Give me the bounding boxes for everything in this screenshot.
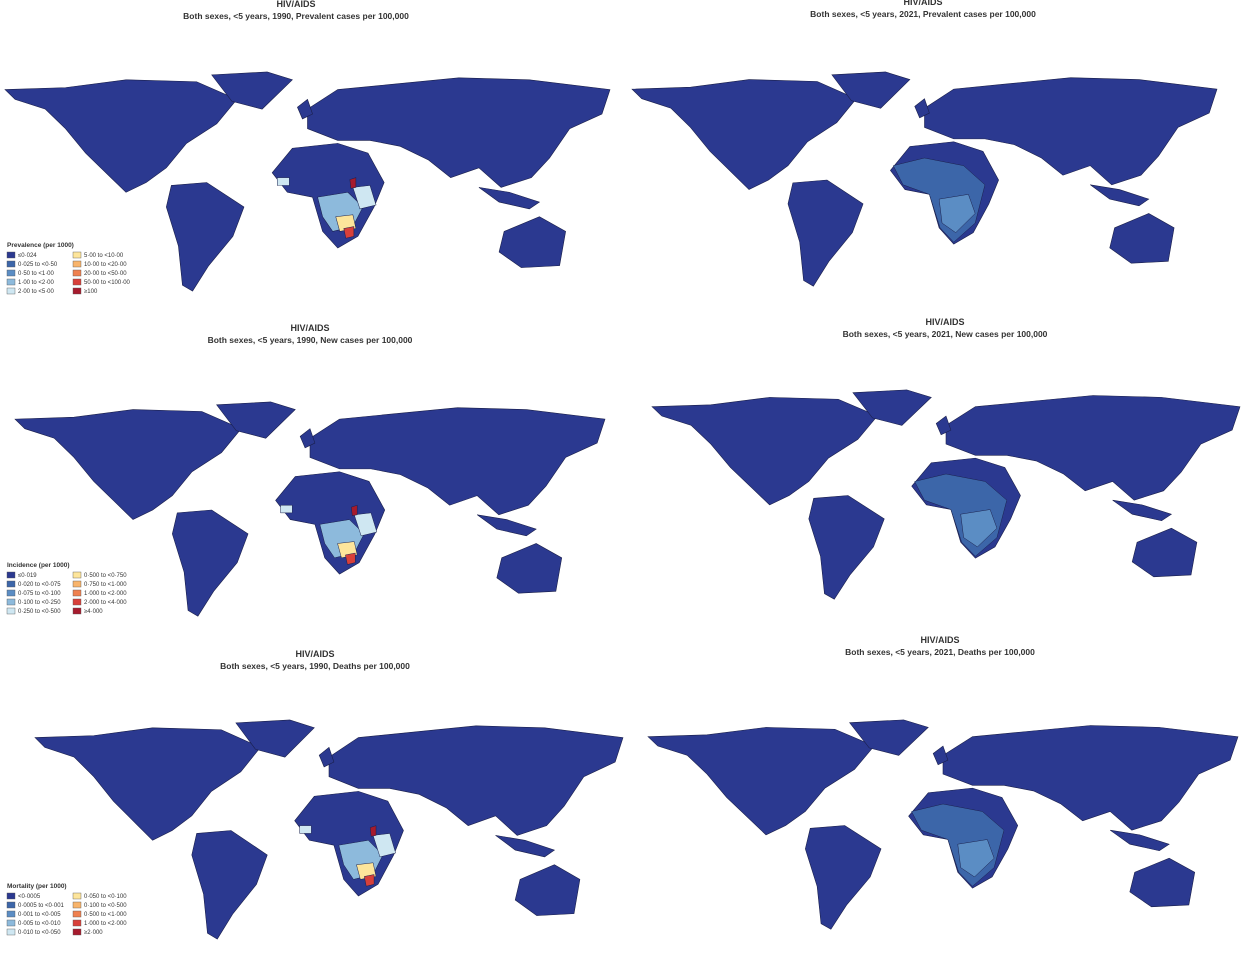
- legend-swatch: [6, 278, 16, 286]
- legend-swatch: [6, 910, 16, 918]
- legend-label: 0·100 to <0·500: [84, 903, 127, 909]
- panel-title: HIV/AIDS: [920, 635, 959, 645]
- legend-label: 5·00 to <10·00: [84, 253, 124, 259]
- legend-title: Prevalence (per 1000): [7, 242, 74, 249]
- panel-subtitle: Both sexes, <5 years, 2021, Deaths per 1…: [845, 647, 1035, 657]
- legend-swatch: [6, 251, 16, 259]
- legend-swatch: [72, 598, 82, 606]
- legend-swatch: [72, 607, 82, 615]
- legend-swatch: [72, 910, 82, 918]
- legend-label: 0·500 to <0·750: [84, 573, 127, 579]
- legend-label: ≤0·019: [18, 573, 37, 579]
- legend-label: 0·025 to <0·50: [18, 262, 58, 268]
- world-map: [647, 719, 1239, 930]
- legend-swatch: [6, 607, 16, 615]
- legend-swatch: [72, 901, 82, 909]
- legend-label: 50·00 to <100·00: [84, 280, 131, 286]
- legend-label: 2·000 to <4·000: [84, 600, 127, 606]
- legend-label: 20·00 to <50·00: [84, 271, 127, 277]
- legend-label: 0·010 to <0·050: [18, 930, 61, 936]
- legend-swatch: [72, 287, 82, 295]
- legend-swatch: [72, 251, 82, 259]
- legend-label: ≥4·000: [84, 609, 103, 615]
- legend-swatch: [6, 919, 16, 927]
- map-panel: HIV/AIDS Both sexes, <5 years, 1990, Prev…: [4, 0, 611, 295]
- legend-swatch: [6, 260, 16, 268]
- legend-swatch: [6, 571, 16, 579]
- legend-swatch: [6, 598, 16, 606]
- legend-swatch: [6, 589, 16, 597]
- legend-label: 0·50 to <1·00: [18, 271, 55, 277]
- legend-label: ≤0·024: [18, 253, 37, 259]
- legend-swatch: [6, 892, 16, 900]
- legend-label: ≥2·000: [84, 930, 103, 936]
- legend-label: 0·075 to <0·100: [18, 591, 61, 597]
- legend: Mortality (per 1000) <0·0005 0·0005 to <0·…: [6, 883, 127, 936]
- map-panel: HIV/AIDS Both sexes, <5 years, 1990, New …: [6, 323, 606, 617]
- legend-label: <0·0005: [18, 894, 41, 900]
- legend-label: 0·500 to <1·000: [84, 912, 127, 918]
- panel-subtitle: Both sexes, <5 years, 1990, Deaths per 1…: [220, 661, 410, 671]
- legend-label: 1·00 to <2·00: [18, 280, 55, 286]
- legend-label: 2·00 to <5·00: [18, 289, 55, 295]
- legend-label: 10·00 to <20·00: [84, 262, 127, 268]
- legend-label: 0·020 to <0·075: [18, 582, 61, 588]
- panel-title: HIV/AIDS: [925, 317, 964, 327]
- world-map: [631, 71, 1218, 287]
- legend-label: 0·050 to <0·100: [84, 894, 127, 900]
- legend-swatch: [6, 928, 16, 936]
- legend: Incidence (per 1000) ≤0·019 0·020 to <0·07…: [6, 562, 127, 615]
- legend-swatch: [72, 589, 82, 597]
- panel-title: HIV/AIDS: [903, 0, 942, 7]
- panel-title: HIV/AIDS: [295, 649, 334, 659]
- panel-subtitle: Both sexes, <5 years, 2021, Prevalent ca…: [810, 9, 1036, 19]
- map-panel: HIV/AIDS Both sexes, <5 years, 2021, New …: [651, 317, 1241, 600]
- legend-label: ≥100: [84, 289, 98, 295]
- legend: Prevalence (per 1000) ≤0·024 0·025 to <0·5…: [6, 242, 131, 295]
- legend-label: 0·750 to <1·000: [84, 582, 127, 588]
- legend-swatch: [72, 919, 82, 927]
- legend-title: Incidence (per 1000): [7, 562, 70, 569]
- legend-swatch: [72, 571, 82, 579]
- legend-swatch: [72, 269, 82, 277]
- legend-title: Mortality (per 1000): [7, 883, 67, 890]
- legend-label: 1·000 to <2·000: [84, 591, 127, 597]
- legend-swatch: [6, 901, 16, 909]
- legend-swatch: [72, 260, 82, 268]
- map-panel: HIV/AIDS Both sexes, <5 years, 2021, Prev…: [631, 0, 1218, 287]
- legend-label: 0·005 to <0·010: [18, 921, 61, 927]
- legend-swatch: [6, 287, 16, 295]
- world-map: [651, 389, 1241, 600]
- legend-swatch: [6, 269, 16, 277]
- legend-swatch: [72, 892, 82, 900]
- legend-swatch: [72, 928, 82, 936]
- panel-subtitle: Both sexes, <5 years, 1990, New cases pe…: [208, 335, 413, 345]
- legend-label: 0·0005 to <0·001: [18, 903, 65, 909]
- panel-subtitle: Both sexes, <5 years, 2021, New cases pe…: [843, 329, 1048, 339]
- legend-swatch: [72, 580, 82, 588]
- panel-title: HIV/AIDS: [276, 0, 315, 9]
- panel-title: HIV/AIDS: [290, 323, 329, 333]
- map-panel: HIV/AIDS Both sexes, <5 years, 2021, Deat…: [647, 635, 1239, 930]
- legend-swatch: [72, 278, 82, 286]
- legend-label: 0·001 to <0·005: [18, 912, 61, 918]
- map-panel: HIV/AIDS Both sexes, <5 years, 1990, Deat…: [6, 649, 624, 940]
- legend-label: 0·100 to <0·250: [18, 600, 61, 606]
- legend-label: 1·000 to <2·000: [84, 921, 127, 927]
- legend-label: 0·250 to <0·500: [18, 609, 61, 615]
- panel-subtitle: Both sexes, <5 years, 1990, Prevalent ca…: [183, 11, 409, 21]
- legend-swatch: [6, 580, 16, 588]
